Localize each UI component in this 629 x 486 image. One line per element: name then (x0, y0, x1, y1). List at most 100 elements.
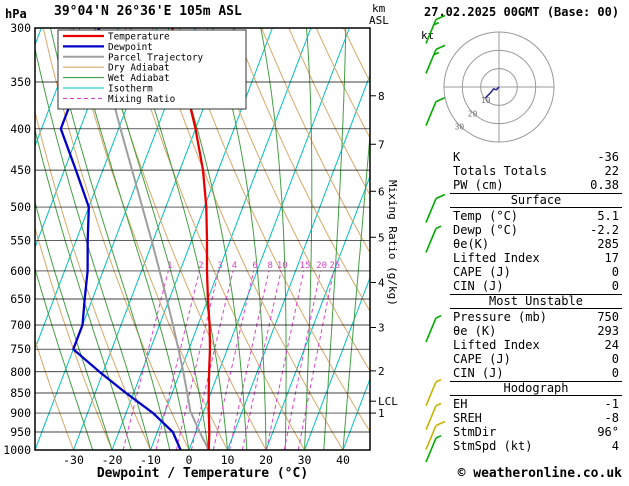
mixing-ratio-line (122, 270, 169, 450)
legend-label: Temperature (108, 32, 170, 43)
temperature-tick-label: 0 (186, 453, 193, 467)
km-tick-label: 8 (378, 90, 385, 103)
hodograph-trace (484, 86, 500, 99)
stat-row-k: K -36 (450, 150, 622, 164)
stat-value: 4 (611, 439, 619, 453)
km-tick-label: 7 (378, 138, 385, 151)
pressure-tick-label: 1000 (3, 443, 31, 457)
stat-value: 17 (604, 251, 619, 265)
wind-barb-staff (425, 405, 437, 431)
stat-row-surface-cin: CIN (J) 0 (450, 279, 622, 293)
pressure-axis-unit-label: hPa (5, 7, 27, 21)
mixing-ratio-value-label: 10 (277, 261, 288, 271)
stat-row-totals-totals: Totals Totals 22 (450, 164, 622, 178)
pressure-tick-label: 650 (10, 292, 31, 306)
pressure-gridlines (35, 27, 370, 451)
wind-barb-staff (425, 49, 437, 74)
stat-label: CAPE (J) (453, 352, 511, 366)
stat-value: 96° (597, 425, 619, 439)
pressure-tick-label: 850 (10, 386, 31, 400)
skewt-chart: 1 2 3 4 6 8 10 15 20 25TemperatureDewpointParcel … (0, 14, 446, 467)
stat-label: CAPE (J) (453, 265, 511, 279)
stat-value: 285 (597, 237, 619, 251)
legend-label: Dry Adiabat (108, 63, 170, 74)
stat-label: EH (453, 397, 468, 411)
wind-barb-half (435, 402, 442, 407)
dry-adiabat-line (35, 338, 74, 450)
temperature-tick-labels: -30 -20 -10 0 10 20 30 40 (63, 453, 350, 467)
hodograph-ring-label: 20 (468, 109, 478, 118)
pressure-tick-label: 550 (10, 233, 31, 247)
mixing-ratio-line (241, 270, 282, 450)
stat-value: -36 (597, 150, 619, 164)
mixing-ratio-value-label: 15 (300, 261, 311, 271)
stat-value: 0 (611, 352, 619, 366)
stat-label: PW (cm) (453, 178, 504, 192)
km-tick-label: 2 (378, 365, 385, 378)
wind-barb-staff (425, 228, 437, 253)
isotherm-line (35, 28, 81, 148)
stat-row-surface-dewp: Dewp (°C) -2.2 (450, 223, 622, 237)
mixing-ratio-value-label: 3 (217, 261, 222, 271)
mixing-ratio-value-label: 8 (268, 261, 273, 271)
stat-row-surface-cape: CAPE (J) 0 (450, 265, 622, 279)
parcel-trajectory-curve (93, 28, 210, 450)
hodograph-ring (461, 49, 537, 125)
stat-row-mu-lifted-index: Lifted Index 24 (450, 338, 622, 352)
stat-row-surface-temp: Temp (°C) 5.1 (450, 209, 622, 223)
stats-section-most-unstable: Most Unstable (450, 294, 622, 309)
stat-row-eh: EH -1 (450, 397, 622, 411)
stat-value: 24 (604, 338, 619, 352)
copyright-label: © weatheronline.co.uk (457, 466, 622, 481)
isotherm-line (304, 276, 370, 450)
stat-label: θe(K) (453, 237, 490, 251)
pressure-tick-label: 900 (10, 406, 31, 420)
stat-label: θe (K) (453, 324, 497, 338)
km-tick-label: 3 (378, 321, 385, 334)
stats-section-surface: Surface (450, 193, 622, 208)
wind-barb-staff (425, 425, 437, 450)
stat-value: 5.1 (597, 209, 619, 223)
wet-adiabat-line (342, 128, 370, 450)
mixing-ratio-lines (122, 270, 335, 450)
km-tick-label: 1 (378, 407, 385, 420)
x-axis-title: Dewpoint / Temperature (°C) (96, 466, 309, 481)
pressure-tick-label: 400 (10, 122, 31, 136)
wind-barb-full (435, 44, 446, 51)
stat-value: 0 (611, 279, 619, 293)
wind-barb-full (435, 14, 446, 21)
stat-row-mu-pressure: Pressure (mb) 750 (450, 310, 622, 324)
stat-label: Dewp (°C) (453, 223, 519, 237)
isotherm-line (0, 28, 3, 450)
stat-label: Lifted Index (453, 251, 540, 265)
wet-adiabat-line (323, 28, 347, 450)
pressure-tick-label: 800 (10, 365, 31, 379)
temperature-tick-label: -20 (102, 453, 123, 467)
stat-label: K (453, 150, 461, 164)
chart-border (34, 27, 371, 451)
wind-barb-staff (425, 19, 437, 44)
stat-row-surface-thetae: θe(K) 285 (450, 237, 622, 251)
km-tick-label: 5 (378, 231, 385, 244)
stat-row-mu-thetae: θe (K) 293 (450, 324, 622, 338)
stat-value: 0.38 (590, 178, 619, 192)
stat-row-pw: PW (cm) 0.38 (450, 178, 622, 192)
legend-label: Wet Adiabat (108, 73, 170, 84)
wind-barbs (425, 14, 446, 463)
dewpoint-curve (59, 28, 182, 450)
stat-label: StmSpd (kt) (453, 439, 533, 453)
wind-barb-staff (425, 101, 437, 126)
stat-label: CIN (J) (453, 279, 504, 293)
stat-row-stmdir: StmDir 96° (450, 425, 622, 439)
stat-row-sreh: SREH -8 (450, 411, 622, 425)
stat-value: 0 (611, 265, 619, 279)
temperature-curve (171, 28, 212, 450)
stat-label: Pressure (mb) (453, 310, 547, 324)
stat-label: CIN (J) (453, 366, 504, 380)
pressure-tick-label: 750 (10, 342, 31, 356)
isotherm-line (188, 28, 350, 450)
mixing-ratio-value-label: 6 (252, 261, 257, 271)
